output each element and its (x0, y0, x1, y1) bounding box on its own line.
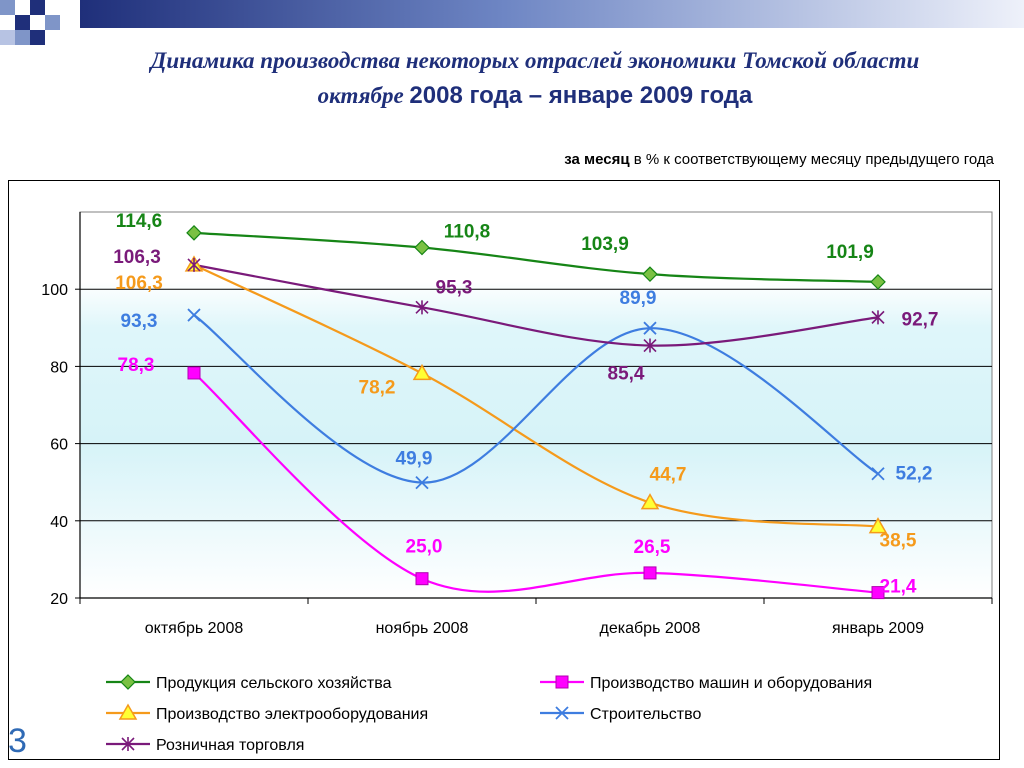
x-tick-label: январь 2009 (832, 620, 924, 637)
data-label: 106,3 (115, 273, 163, 294)
data-point (415, 475, 429, 490)
data-point (871, 586, 885, 600)
data-label: 38,5 (880, 531, 917, 552)
data-label: 92,7 (902, 309, 939, 330)
y-tick-label: 100 (41, 282, 68, 299)
data-label: 89,9 (620, 288, 657, 309)
x-tick-label: ноябрь 2008 (376, 620, 469, 637)
data-label: 85,4 (608, 364, 645, 385)
page-title: Динамика производства некоторых отраслей… (150, 48, 920, 73)
legend-marker (555, 706, 569, 720)
data-point (415, 300, 429, 315)
chart-frame (8, 180, 1000, 760)
decor-squares (0, 0, 100, 60)
data-point (415, 572, 429, 586)
subtitle-rest: в % к соответствующему месяцу предыдущег… (633, 151, 994, 168)
page-number: 3 (8, 722, 27, 760)
data-point (187, 366, 201, 380)
data-label: 25,0 (406, 537, 443, 558)
data-point (871, 467, 885, 481)
data-point (640, 493, 660, 510)
title-prefix: октябре (317, 83, 404, 108)
y-tick-label: 40 (50, 514, 68, 531)
data-point (868, 517, 888, 534)
data-point (186, 224, 202, 241)
x-tick-label: декабрь 2008 (600, 620, 701, 637)
series-line (193, 372, 879, 594)
data-label: 106,3 (113, 247, 161, 268)
series-line (193, 263, 879, 347)
data-label: 52,2 (896, 464, 933, 485)
data-point (870, 274, 886, 290)
y-tick-label: 80 (50, 359, 68, 376)
data-point (643, 321, 657, 335)
subtitle-bold: за месяц (564, 151, 630, 168)
legend-marker (118, 703, 138, 720)
series-line (193, 314, 879, 484)
series-line (193, 231, 879, 283)
data-label: 114,6 (116, 211, 163, 232)
header-gradient-bar (80, 0, 1024, 28)
data-label: 44,7 (650, 465, 687, 486)
legend-label: Производство машин и оборудования (590, 675, 872, 692)
data-label: 78,2 (359, 377, 396, 398)
page-title-line2: октябре 2008 года – январе 2009 года (40, 82, 1024, 110)
data-point (643, 566, 657, 580)
series-line (193, 263, 879, 528)
data-label: 95,3 (436, 277, 473, 298)
data-point (187, 308, 201, 322)
chart-subtitle: за месяц в % к соответствующему месяцу п… (564, 151, 994, 168)
legend-marker (120, 674, 136, 690)
legend-label: Розничная торговля (156, 737, 304, 754)
legend-label: Продукция сельского хозяйства (156, 675, 392, 692)
legend-marker (555, 675, 569, 689)
data-label: 49,9 (396, 449, 433, 470)
data-label: 21,4 (880, 577, 917, 598)
data-point (642, 266, 658, 282)
data-label: 110,8 (444, 222, 491, 243)
data-point (871, 310, 885, 325)
title-period: 2008 года – январе 2009 года (409, 82, 753, 109)
data-point (414, 239, 430, 256)
legend-marker (121, 737, 135, 751)
y-tick-label: 20 (50, 591, 68, 608)
data-label: 93,3 (121, 311, 158, 332)
data-label: 78,3 (118, 355, 155, 376)
data-point (412, 363, 432, 381)
x-tick-label: октябрь 2008 (145, 620, 244, 637)
data-point (643, 338, 657, 353)
data-label: 101,9 (826, 242, 874, 263)
legend-label: Строительство (590, 706, 701, 723)
data-label: 26,5 (634, 537, 671, 558)
y-tick-label: 60 (50, 437, 68, 454)
data-label: 103,9 (581, 234, 629, 255)
data-point (187, 257, 201, 272)
legend-label: Производство электрооборудования (156, 706, 428, 723)
plot-area (79, 211, 993, 599)
